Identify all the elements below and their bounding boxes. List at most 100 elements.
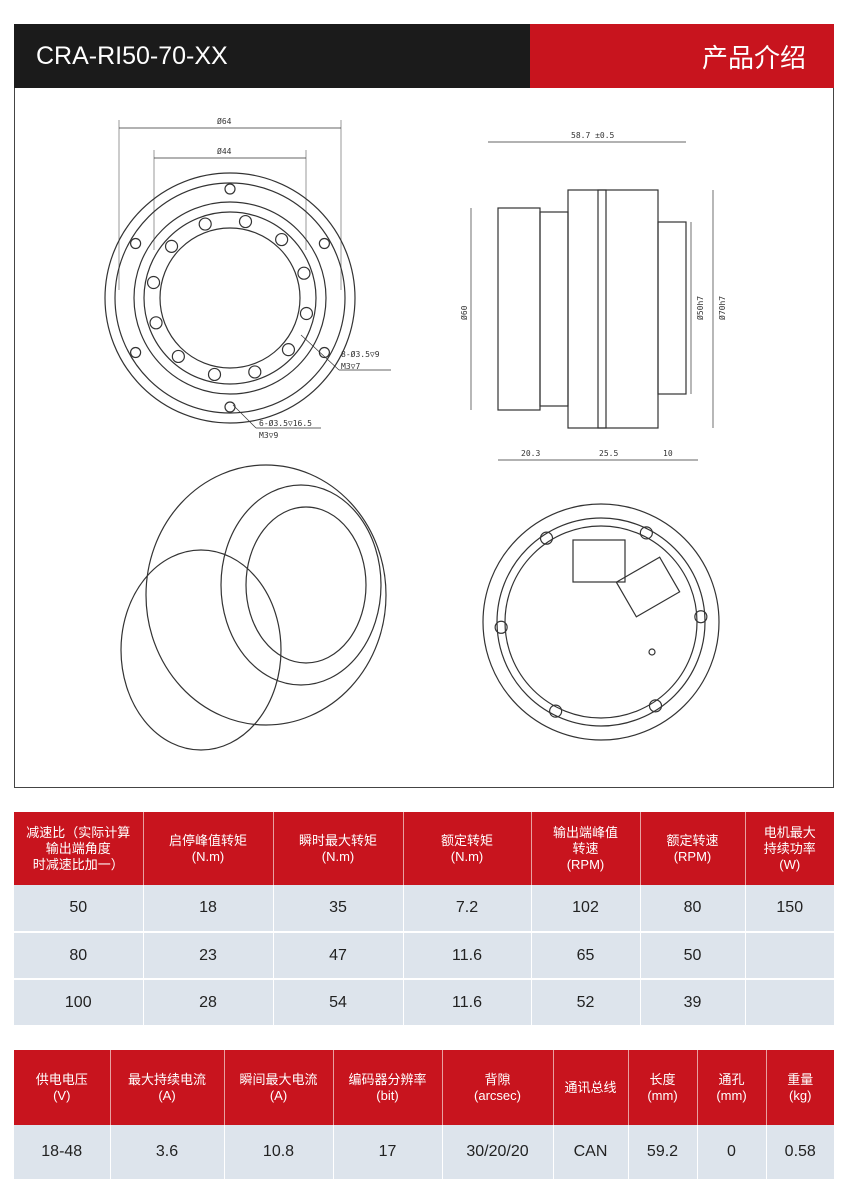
table-cell: 11.6 xyxy=(403,932,532,980)
table-cell: 18 xyxy=(143,885,274,933)
section-title: 产品介绍 xyxy=(530,24,834,88)
header-line: 瞬时最大转矩 xyxy=(298,832,377,848)
header-line: 转速 xyxy=(572,840,599,856)
header-line: 持续功率 xyxy=(763,840,816,856)
table-cell: 50 xyxy=(640,932,746,980)
table-cell: 23 xyxy=(143,932,274,980)
column-header: 额定转矩 (N.m) xyxy=(403,812,532,885)
table-cell: 150 xyxy=(745,885,834,933)
bolt-hole xyxy=(549,704,563,718)
header-line: (kg) xyxy=(789,1087,812,1103)
header-line: 电机最大 xyxy=(763,824,816,840)
header-line: 重量 xyxy=(787,1071,814,1087)
technical-drawing: Ø64 Ø44 8-Ø3.5▽9 M3▽7 6-Ø3.5▽16.5 M3▽9 5… xyxy=(104,116,727,751)
dim-l2: 25.5 xyxy=(599,449,618,458)
column-header: 瞬时最大转矩 (N.m) xyxy=(273,812,404,885)
table-cell: 52 xyxy=(531,979,641,1027)
header-line: (N.m) xyxy=(191,848,225,864)
table-cell: 80 xyxy=(640,885,746,933)
column-header: 供电电压 (V) xyxy=(14,1050,111,1125)
dim-d64: Ø64 xyxy=(217,116,232,126)
bolt-hole xyxy=(281,343,296,357)
header-line: (arcsec) xyxy=(474,1087,521,1103)
dim-hole1a: 8-Ø3.5▽9 xyxy=(341,349,380,359)
bolt-hole xyxy=(297,266,311,280)
column-header: 长度 (mm) xyxy=(628,1050,698,1125)
table-cell: 80 xyxy=(14,932,144,980)
table-row: 80 23 47 11.6 65 50 xyxy=(14,932,834,980)
column-header: 电机最大 持续功率 (W) xyxy=(745,812,834,885)
table-cell: 17 xyxy=(333,1125,443,1181)
bolt-hole xyxy=(648,699,663,713)
bolt-hole xyxy=(224,401,236,413)
header-line: (RPM) xyxy=(566,856,605,872)
column-header: 最大持续电流 (A) xyxy=(110,1050,225,1125)
table-cell xyxy=(745,932,834,980)
column-header: 重量 (kg) xyxy=(766,1050,834,1125)
bolt-hole xyxy=(198,217,212,231)
bolt-hole xyxy=(130,346,142,359)
header-line: 最大持续电流 xyxy=(127,1071,206,1087)
dim-hole2b: M3▽9 xyxy=(259,431,278,440)
table-cell: 3.6 xyxy=(110,1125,225,1181)
column-header: 编码器分辨率 (bit) xyxy=(333,1050,443,1125)
header-line: (W) xyxy=(779,856,801,872)
bolt-hole xyxy=(318,346,330,359)
header-line: 减速比（实际计算 xyxy=(26,824,131,840)
table-cell: 102 xyxy=(531,885,641,933)
header-line: (bit) xyxy=(376,1087,399,1103)
header-line: 输出端峰值 xyxy=(552,824,618,840)
header-line: 编码器分辨率 xyxy=(348,1071,427,1087)
dim-length: 58.7 ±0.5 xyxy=(571,131,615,140)
dim-d70: Ø70h7 xyxy=(717,296,727,320)
table-row: 50 18 35 7.2 102 80 150 xyxy=(14,885,834,933)
header-line: 额定转矩 xyxy=(440,832,493,848)
header-line: (N.m) xyxy=(450,848,484,864)
header-line: 通讯总线 xyxy=(564,1079,617,1095)
column-header: 启停峰值转矩 (N.m) xyxy=(143,812,274,885)
column-header: 输出端峰值 转速 (RPM) xyxy=(531,812,641,885)
table-cell: 39 xyxy=(640,979,746,1027)
table-cell: 28 xyxy=(143,979,274,1027)
dim-hole1b: M3▽7 xyxy=(341,362,360,371)
table-row: 100 28 54 11.6 52 39 xyxy=(14,979,834,1027)
column-header: 额定转速 (RPM) xyxy=(640,812,746,885)
table-cell: 30/20/20 xyxy=(442,1125,554,1181)
table-cell: 11.6 xyxy=(403,979,532,1027)
table-cell: 59.2 xyxy=(628,1125,698,1181)
header-line: 背隙 xyxy=(484,1071,511,1087)
table-cell: 0.58 xyxy=(766,1125,834,1181)
bolt-hole xyxy=(275,232,289,247)
spec-table-1: 减速比（实际计算 输出端角度 时减速比加一） 启停峰值转矩 (N.m) 瞬时最大转矩 (N.… xyxy=(14,812,834,1027)
column-header: 通孔 (mm) xyxy=(697,1050,767,1125)
drawing-frame: Ø64 Ø44 8-Ø3.5▽9 M3▽7 6-Ø3.5▽16.5 M3▽9 5… xyxy=(14,88,834,788)
bolt-hole xyxy=(694,610,708,624)
spec-table-2: 供电电压 (V) 最大持续电流 (A) 瞬间最大电流 (A) 编码器分辨率 (bit) 背隙 (a… xyxy=(14,1050,834,1181)
header-line: 通孔 xyxy=(718,1071,745,1087)
table-cell xyxy=(745,979,834,1027)
table-cell: 0 xyxy=(697,1125,767,1181)
dim-d50: Ø50h7 xyxy=(695,296,705,320)
bolt-hole xyxy=(299,306,314,321)
bolt-hole xyxy=(248,365,262,379)
column-header: 背隙 (arcsec) xyxy=(442,1050,554,1125)
header-bar: CRA-RI50-70-XX 产品介绍 xyxy=(14,24,834,88)
header-line: (A) xyxy=(158,1087,176,1103)
bolt-hole xyxy=(539,531,554,545)
model-title: CRA-RI50-70-XX xyxy=(14,24,530,88)
table-cell: 18-48 xyxy=(14,1125,111,1181)
column-header: 通讯总线 xyxy=(553,1050,629,1125)
dim-d44: Ø44 xyxy=(217,146,232,156)
table-cell: 10.8 xyxy=(224,1125,334,1181)
header-line: (A) xyxy=(269,1087,288,1103)
header-line: (V) xyxy=(53,1087,71,1103)
table-cell: 7.2 xyxy=(403,885,532,933)
table-cell: 35 xyxy=(273,885,404,933)
dim-hole2a: 6-Ø3.5▽16.5 xyxy=(259,418,312,428)
table-cell: 54 xyxy=(273,979,404,1027)
bolt-hole xyxy=(164,239,179,253)
header-line: 启停峰值转矩 xyxy=(168,832,247,848)
bolt-hole xyxy=(146,275,161,290)
bolt-hole xyxy=(318,237,330,250)
column-header: 减速比（实际计算 输出端角度 时减速比加一） xyxy=(14,812,144,885)
